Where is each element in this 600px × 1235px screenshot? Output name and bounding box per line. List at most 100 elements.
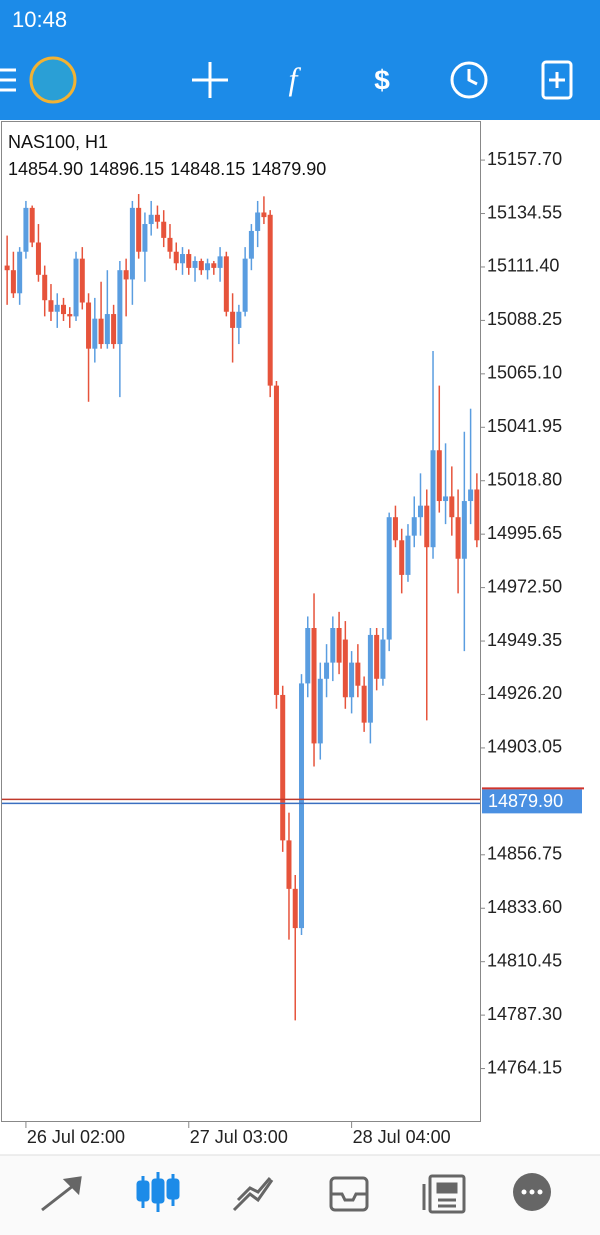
y-tick-label: 15157.70	[487, 149, 562, 169]
y-tick-label: 15134.55	[487, 202, 562, 222]
candle-body	[86, 302, 92, 349]
candle-body	[280, 694, 286, 841]
y-tick-label: 14787.30	[487, 1004, 562, 1024]
candle-body	[211, 263, 217, 268]
candle-body	[154, 214, 160, 222]
candle-body	[424, 505, 430, 548]
candle-body	[10, 270, 16, 294]
candle-body	[4, 265, 10, 271]
candle-body	[286, 840, 292, 889]
candle-body	[192, 260, 198, 268]
candle-body	[236, 311, 242, 328]
candle-body	[198, 260, 204, 271]
x-tick-label: 28 Jul 04:00	[353, 1127, 451, 1147]
bottom-nav	[0, 1155, 600, 1235]
candle-body	[142, 224, 148, 252]
candle-body	[248, 230, 254, 259]
candle-body	[411, 517, 417, 536]
candle-body	[255, 212, 261, 231]
candle-body	[129, 207, 135, 280]
candle-body	[336, 628, 342, 663]
y-tick-label: 14972.50	[487, 576, 562, 596]
y-tick-label: 15065.10	[487, 363, 562, 383]
price-tag	[482, 789, 582, 814]
candle-body	[292, 888, 298, 929]
candle-body	[161, 221, 167, 238]
candle-body	[179, 254, 186, 264]
y-tick-label: 14856.75	[487, 844, 562, 864]
timeframe-button[interactable]	[450, 61, 488, 99]
candle-body	[474, 489, 480, 541]
candle-body	[217, 256, 223, 268]
candle-body	[386, 517, 392, 640]
candle-body	[443, 496, 449, 502]
candle-body	[186, 254, 192, 268]
crosshair-button[interactable]	[192, 62, 228, 98]
candle-body	[48, 300, 54, 312]
chart-title: NAS100, H1	[8, 132, 108, 152]
candle-body	[79, 258, 85, 303]
candle-body	[324, 662, 330, 679]
app-logo[interactable]	[29, 56, 77, 104]
candle-body	[317, 678, 323, 744]
news-tab[interactable]	[422, 1174, 466, 1214]
chat-tab[interactable]	[513, 1173, 551, 1211]
candle-body	[104, 314, 110, 345]
nav-icons	[41, 1172, 551, 1214]
candle-body	[29, 207, 35, 243]
chart-frame	[1, 121, 481, 1122]
trade-tab[interactable]	[232, 1177, 274, 1212]
candle-body	[148, 214, 154, 225]
candle-body	[461, 501, 467, 559]
trade-button[interactable]: $	[374, 64, 390, 95]
candle-body	[42, 274, 48, 301]
y-tick-label: 14926.20	[487, 683, 562, 703]
new-order-button[interactable]	[541, 60, 573, 100]
y-tick-label: 14833.60	[487, 897, 562, 917]
candle-body	[405, 535, 411, 575]
candle-body	[430, 450, 436, 548]
header-value: 14854.90	[8, 159, 83, 179]
history-tab[interactable]	[329, 1176, 369, 1212]
candle-body	[173, 251, 179, 264]
candle-body	[367, 634, 373, 723]
price-tag-label: 14879.90	[488, 791, 563, 811]
candle-body	[167, 237, 173, 252]
chart-tab[interactable]	[136, 1172, 180, 1212]
menu-button[interactable]	[0, 68, 16, 92]
candle-body	[298, 683, 305, 929]
y-tick-label: 14903.05	[487, 737, 562, 757]
candle-body	[23, 207, 29, 252]
candle-body	[136, 207, 142, 252]
candle-body	[60, 304, 67, 315]
candle-body	[399, 540, 405, 575]
candle-body	[436, 450, 442, 502]
candle-body	[267, 214, 273, 386]
y-tick-label: 15041.95	[487, 416, 562, 436]
header-value: 14879.90	[251, 159, 326, 179]
candle-body	[449, 496, 455, 518]
y-tick-label: 15018.80	[487, 469, 562, 489]
candle-body	[205, 263, 211, 271]
y-tick-label: 14949.35	[487, 630, 562, 650]
x-tick-label: 27 Jul 03:00	[190, 1127, 288, 1147]
y-tick-label: 15088.25	[487, 309, 562, 329]
top-bar	[0, 0, 600, 120]
candle-body	[54, 304, 60, 312]
y-tick-label: 14995.65	[487, 523, 562, 543]
candle-body	[330, 628, 336, 663]
quotes-tab[interactable]	[41, 1176, 82, 1212]
y-tick-label: 14810.45	[487, 950, 562, 970]
candle-body	[117, 270, 123, 345]
candle-body	[305, 628, 311, 684]
candle-body	[273, 385, 279, 695]
y-tick-label: 14764.15	[487, 1057, 562, 1077]
candle-body	[98, 318, 104, 345]
candle-body	[242, 258, 248, 312]
candle-body	[123, 270, 129, 280]
candle-body	[374, 634, 380, 679]
plot: 14854.90 14896.15 14848.15 14879.90 15157.70…	[2, 149, 584, 1147]
candle-body	[349, 662, 355, 698]
